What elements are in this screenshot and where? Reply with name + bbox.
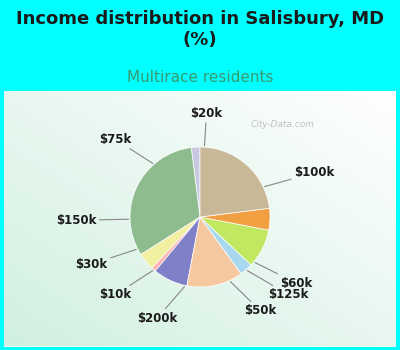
Text: Multirace residents: Multirace residents xyxy=(127,70,273,85)
Wedge shape xyxy=(141,217,200,268)
Wedge shape xyxy=(187,217,241,287)
Wedge shape xyxy=(200,217,269,265)
Wedge shape xyxy=(200,217,251,274)
Text: $20k: $20k xyxy=(190,107,222,146)
Text: $200k: $200k xyxy=(137,287,184,324)
Text: $30k: $30k xyxy=(76,250,136,271)
Text: $150k: $150k xyxy=(56,214,129,227)
Wedge shape xyxy=(200,147,270,217)
Text: $125k: $125k xyxy=(247,271,309,301)
Text: City-Data.com: City-Data.com xyxy=(250,120,314,129)
Wedge shape xyxy=(191,147,200,217)
Text: $100k: $100k xyxy=(265,166,334,187)
Text: $75k: $75k xyxy=(99,133,153,163)
Wedge shape xyxy=(152,217,200,271)
Text: Income distribution in Salisbury, MD
(%): Income distribution in Salisbury, MD (%) xyxy=(16,10,384,49)
Wedge shape xyxy=(130,148,200,254)
Wedge shape xyxy=(200,208,270,230)
Text: $60k: $60k xyxy=(255,262,312,289)
Text: $10k: $10k xyxy=(99,271,153,301)
Text: $50k: $50k xyxy=(230,282,276,317)
Wedge shape xyxy=(155,217,200,286)
